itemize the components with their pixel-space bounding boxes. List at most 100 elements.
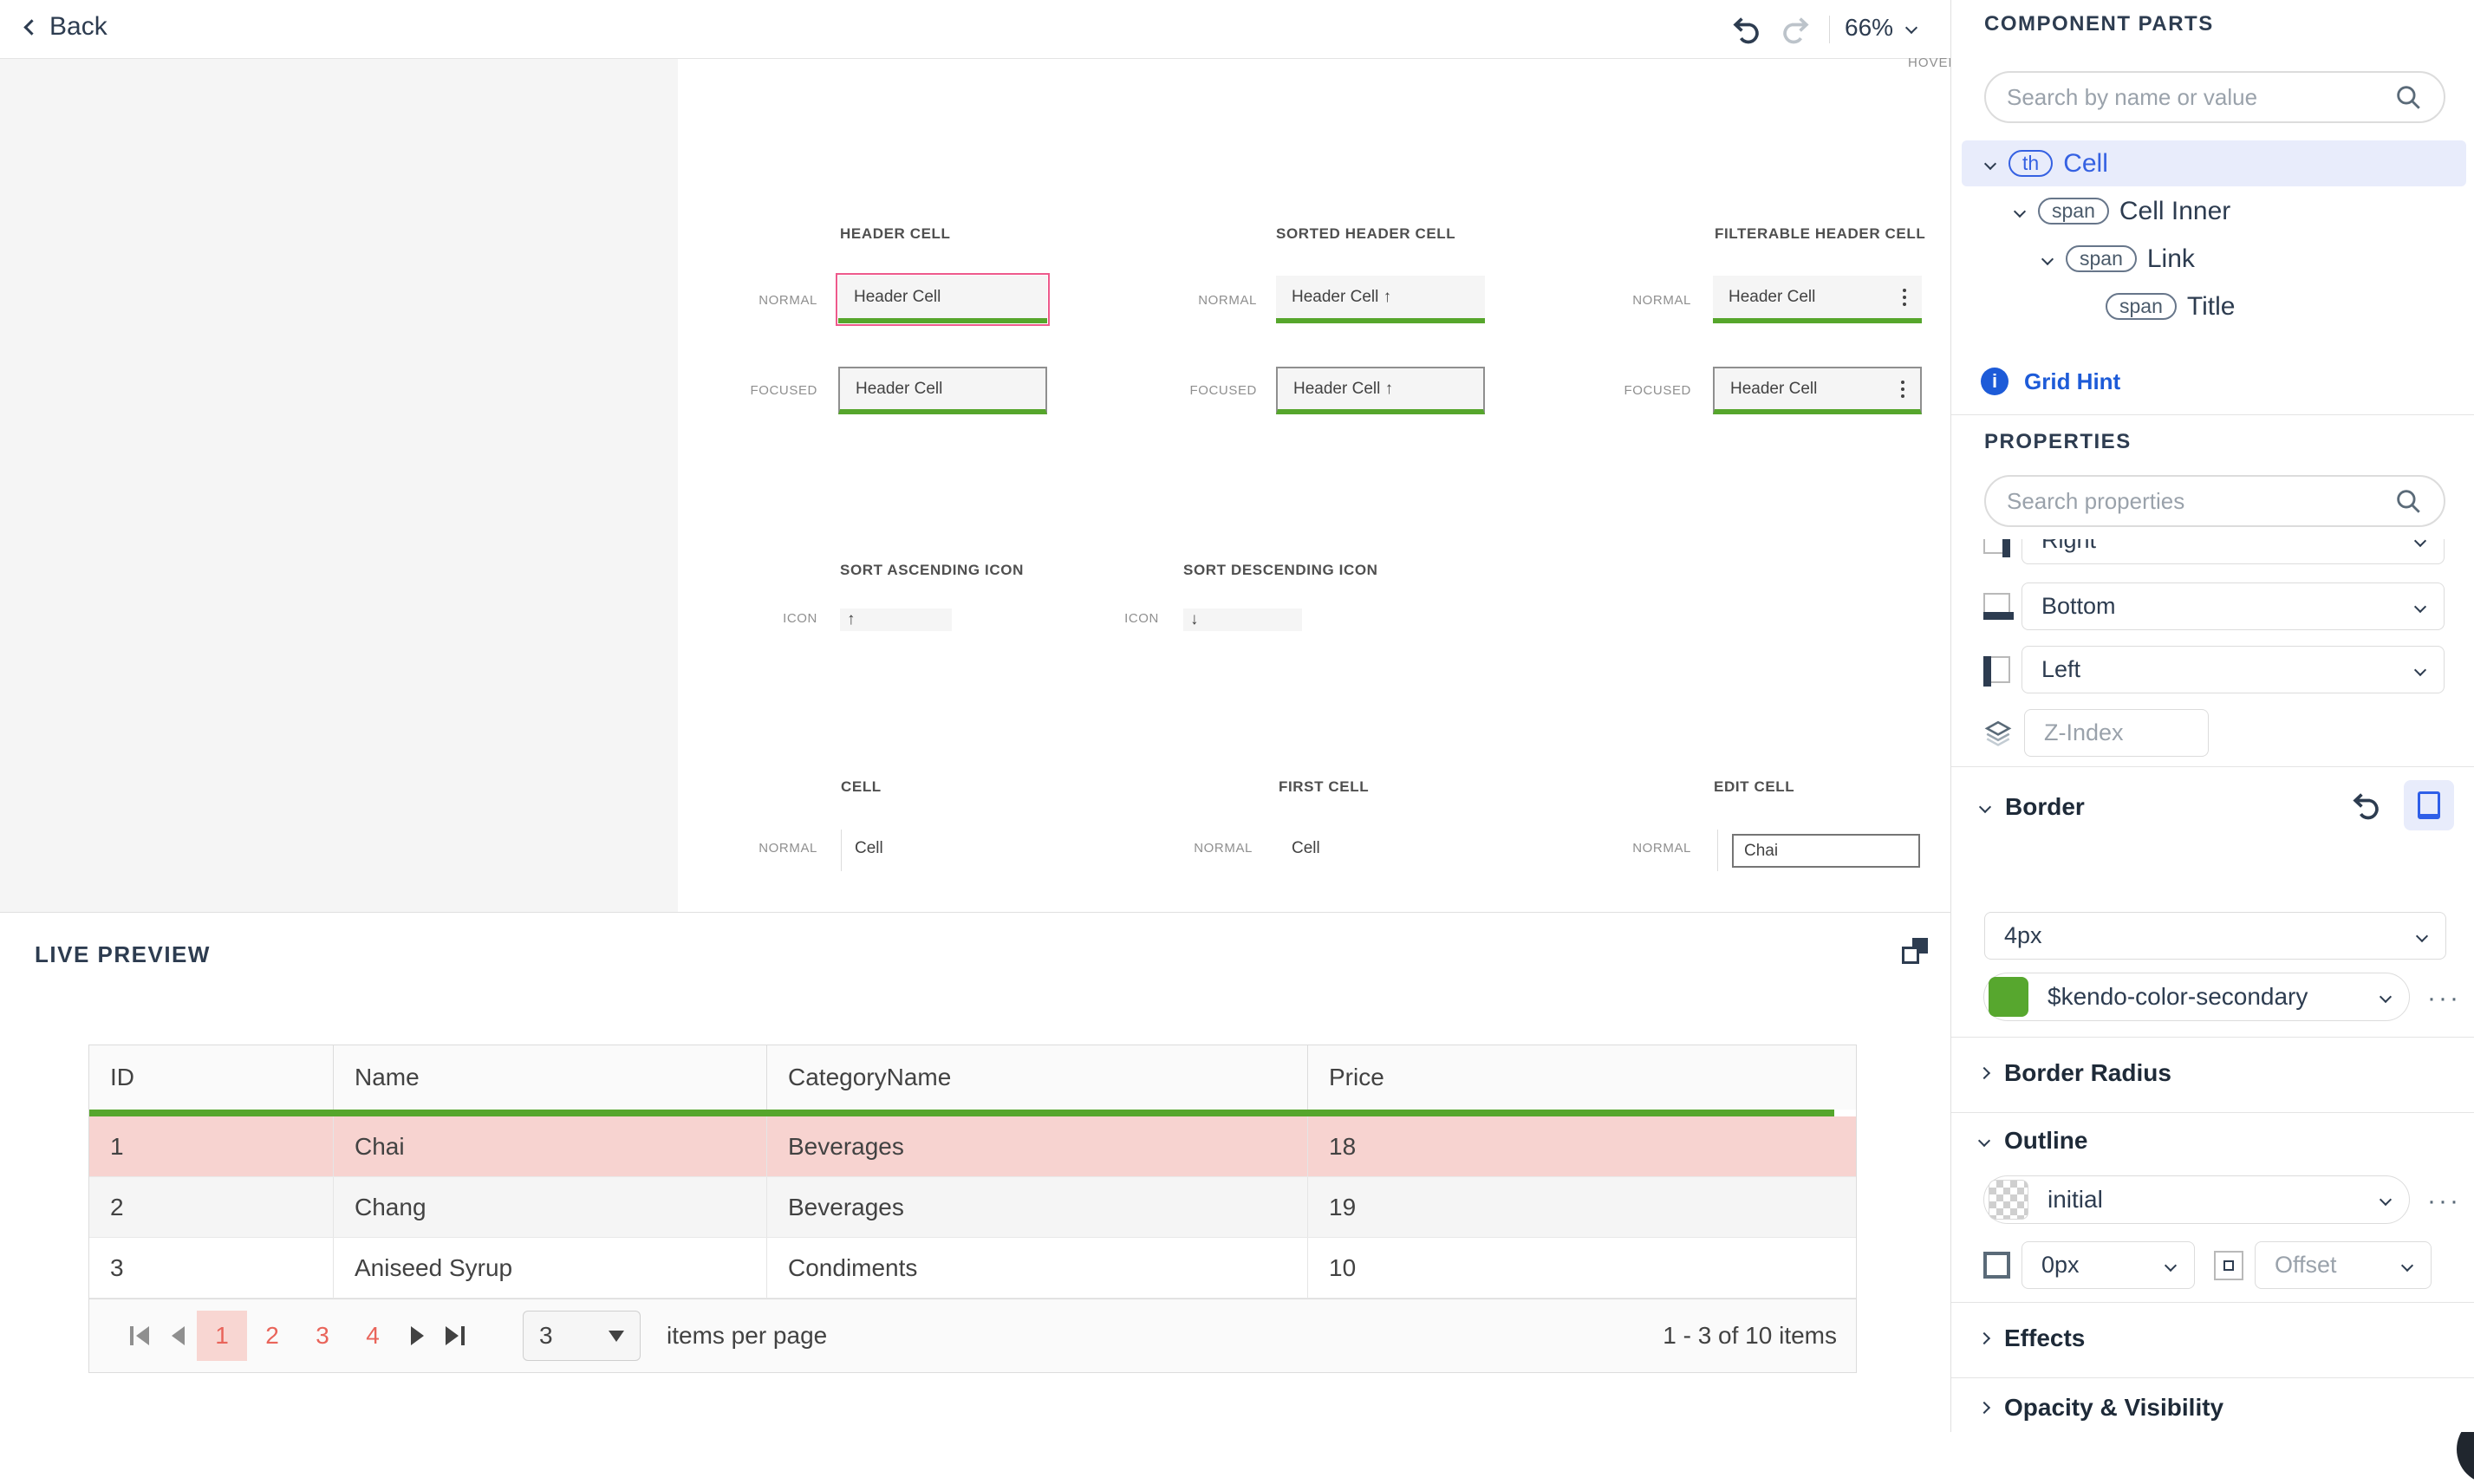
state-label-focused: FOCUSED [1624, 383, 1691, 398]
border-box-icon [2418, 791, 2440, 819]
tree-item-label: Cell Inner [2119, 196, 2231, 225]
position-left-dropdown[interactable]: Left [2022, 646, 2445, 693]
previous-page-button[interactable] [159, 1311, 197, 1361]
table-row[interactable]: 2 Chang Beverages 19 [89, 1177, 1856, 1238]
outline-width-dropdown[interactable]: 0px [2022, 1241, 2195, 1289]
sort-ascending-icon-swatch[interactable]: ↑ [840, 609, 952, 631]
table-row[interactable]: 1 Chai Beverages 18 [89, 1116, 1856, 1177]
tag-pill-th: th [2008, 150, 2054, 177]
cell-left-border [841, 830, 842, 871]
grid-header-name[interactable]: Name [334, 1045, 767, 1110]
chevron-down-icon [1978, 800, 1992, 814]
position-right-dropdown[interactable]: Right [2022, 539, 2445, 564]
position-bottom-dropdown[interactable]: Bottom [2022, 583, 2445, 630]
outline-color-more-button[interactable]: ··· [2427, 1187, 2461, 1215]
state-label-icon: ICON [1124, 611, 1159, 626]
border-section-header[interactable]: Border [1978, 793, 2085, 821]
border-color-swatch [1989, 977, 2028, 1017]
page-size-select[interactable]: 3 [523, 1311, 641, 1361]
outline-offset-dropdown[interactable]: Offset [2255, 1241, 2432, 1289]
cell-name: Chai [334, 1116, 767, 1176]
section-title-first-cell: FIRST CELL [1279, 778, 1370, 795]
pager-range-label: 1 - 3 of 10 items [1663, 1322, 1837, 1349]
state-label-normal: NORMAL [1632, 293, 1691, 308]
first-cell-normal-swatch[interactable]: Cell [1292, 839, 1320, 857]
page-button-2[interactable]: 2 [265, 1322, 279, 1349]
cell-normal-swatch[interactable]: Cell [855, 839, 883, 857]
tag-pill-span: span [2066, 245, 2137, 272]
z-index-input[interactable]: Z-Index [2024, 709, 2209, 757]
top-bar: Back 66% [0, 0, 1950, 59]
sort-descending-icon-swatch[interactable]: ↓ [1183, 609, 1302, 631]
last-page-button[interactable] [436, 1311, 474, 1361]
header-cell-focused-swatch[interactable]: Header Cell [838, 367, 1047, 414]
outline-offset-icon [2214, 1250, 2243, 1280]
position-left-row: Left [1983, 646, 2445, 693]
component-parts-search[interactable] [1984, 71, 2445, 123]
page-size-value: 3 [539, 1322, 553, 1349]
back-button[interactable]: Back [23, 12, 107, 42]
tree-item-cell-inner[interactable]: span Cell Inner [1962, 188, 2466, 234]
border-radius-title: Border Radius [2004, 1059, 2171, 1086]
grid-hint-link[interactable]: i Grid Hint [1981, 368, 2120, 395]
redo-button[interactable] [1777, 10, 1815, 49]
next-page-button[interactable] [398, 1311, 436, 1361]
section-title-sort-ascending-icon: SORT ASCENDING ICON [840, 562, 1024, 578]
items-per-page-label: items per page [667, 1322, 828, 1349]
tree-item-title[interactable]: span Title [1962, 283, 2466, 329]
border-width-dropdown[interactable]: 4px [1984, 912, 2446, 960]
state-column-hover-label: HOVER [1908, 55, 1959, 70]
chevron-down-icon [2013, 205, 2027, 218]
state-label-normal: NORMAL [758, 293, 817, 308]
previous-page-icon [171, 1326, 185, 1345]
filterable-header-cell-normal-swatch[interactable]: Header Cell [1713, 276, 1922, 323]
divider [1951, 1112, 2474, 1113]
properties-title: PROPERTIES [1984, 430, 2132, 453]
chevron-down-icon [1904, 21, 1918, 35]
sorted-header-cell-normal-swatch[interactable]: Header Cell ↑ [1276, 276, 1485, 323]
component-parts-search-input[interactable] [2007, 83, 2393, 111]
header-cell-normal-swatch[interactable]: Header Cell [836, 273, 1050, 326]
position-left-value: Left [2041, 656, 2081, 682]
opacity-visibility-section-header[interactable]: Opacity & Visibility [1977, 1394, 2223, 1422]
table-row[interactable]: 3 Aniseed Syrup Condiments 10 [89, 1238, 1856, 1298]
grid-header-categoryname[interactable]: CategoryName [767, 1045, 1308, 1110]
properties-search-input[interactable] [2007, 487, 2393, 515]
grid-header-price[interactable]: Price [1329, 1064, 1384, 1090]
edit-cell-input[interactable] [1732, 834, 1920, 868]
open-preview-window-icon[interactable] [1902, 938, 1928, 964]
filterable-header-cell-text: Header Cell [1729, 287, 1816, 306]
border-style-toggle-button[interactable] [2404, 780, 2454, 830]
layers-icon [1984, 720, 2012, 746]
artboard [678, 59, 1950, 912]
chevron-down-icon [2041, 252, 2054, 265]
border-reset-button[interactable] [2347, 786, 2385, 824]
border-color-more-button[interactable]: ··· [2427, 984, 2461, 1012]
outline-color-dropdown[interactable]: initial [1983, 1175, 2410, 1224]
properties-search[interactable] [1984, 475, 2445, 527]
tree-item-link[interactable]: span Link [1962, 236, 2466, 282]
zoom-level-dropdown[interactable]: 66% [1845, 14, 1918, 42]
border-radius-section-header[interactable]: Border Radius [1977, 1059, 2171, 1087]
grid-header-id[interactable]: ID [89, 1045, 334, 1110]
column-menu-kebab-icon [1901, 380, 1904, 398]
undo-button[interactable] [1727, 10, 1765, 49]
header-cell-text: Header Cell [854, 287, 941, 306]
sorted-header-cell-focused-swatch[interactable]: Header Cell ↑ [1276, 367, 1485, 414]
divider [1951, 766, 2474, 767]
cell-id: 2 [89, 1177, 334, 1237]
section-title-cell: CELL [841, 778, 882, 795]
effects-section-header[interactable]: Effects [1977, 1325, 2085, 1352]
border-color-dropdown[interactable]: $kendo-color-secondary [1983, 973, 2410, 1021]
cell-price: 19 [1329, 1193, 1357, 1220]
filterable-header-cell-focused-swatch[interactable]: Header Cell [1713, 367, 1922, 414]
tree-item-cell[interactable]: th Cell [1962, 140, 2466, 186]
reset-icon [2353, 793, 2379, 820]
outline-section-header[interactable]: Outline [1977, 1127, 2087, 1155]
page-button-3[interactable]: 3 [316, 1322, 329, 1349]
page-button-1[interactable]: 1 [197, 1311, 247, 1361]
first-page-button[interactable] [120, 1311, 159, 1361]
chevron-down-icon [2164, 1259, 2178, 1272]
page-button-4[interactable]: 4 [366, 1322, 380, 1349]
state-label-focused: FOCUSED [1189, 383, 1257, 398]
